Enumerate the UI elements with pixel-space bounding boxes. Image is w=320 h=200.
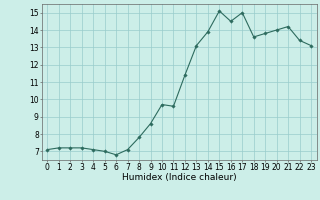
X-axis label: Humidex (Indice chaleur): Humidex (Indice chaleur)	[122, 173, 236, 182]
